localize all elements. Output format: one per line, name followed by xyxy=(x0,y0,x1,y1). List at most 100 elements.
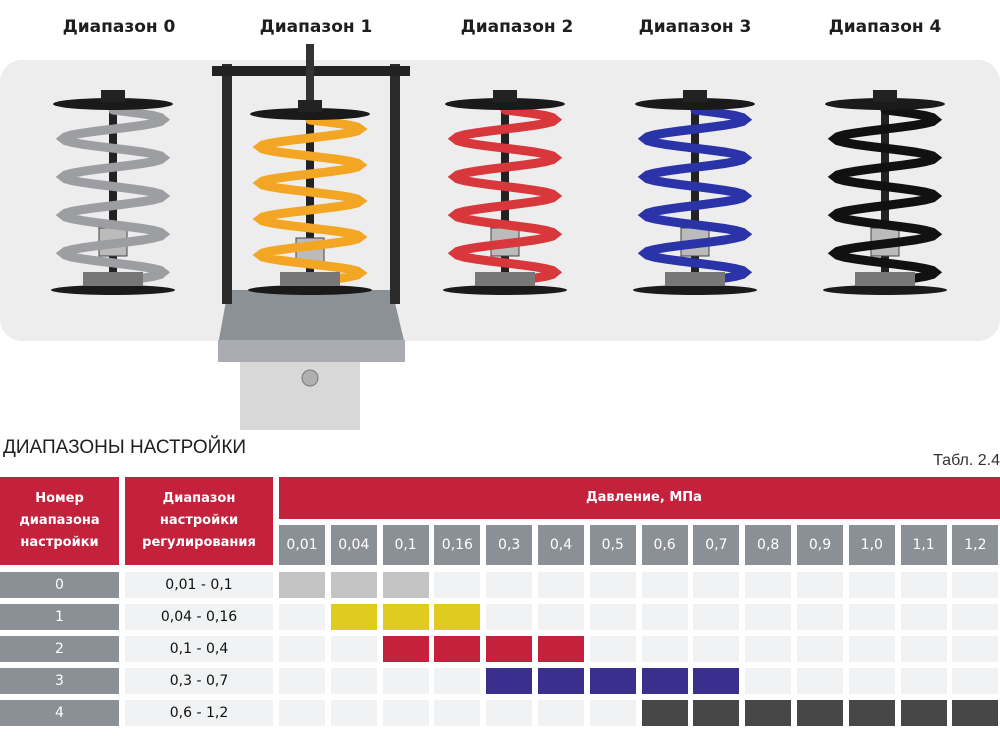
empty-cell xyxy=(641,604,688,630)
empty-cell xyxy=(589,636,636,662)
empty-cell xyxy=(745,604,792,630)
pressure-column-header: 0,01 xyxy=(279,525,325,565)
empty-cell xyxy=(900,604,947,630)
empty-cell xyxy=(848,668,895,694)
empty-cell xyxy=(434,700,481,726)
spring-label-4: Диапазон 4 xyxy=(828,17,942,37)
range-value: 0,3 - 0,7 xyxy=(125,668,273,694)
range-bar-cell xyxy=(848,700,895,726)
range-bar-cell xyxy=(434,604,481,630)
range-number: 4 xyxy=(0,700,119,726)
empty-cell xyxy=(279,636,325,662)
empty-cell xyxy=(952,572,999,598)
empty-cell xyxy=(900,572,947,598)
range-bar-cell xyxy=(330,572,377,598)
empty-cell xyxy=(486,700,533,726)
spring-label-3: Диапазон 3 xyxy=(638,17,752,37)
pressure-column-header: 1,2 xyxy=(952,525,999,565)
spring-4 xyxy=(823,90,947,295)
empty-cell xyxy=(538,572,584,598)
range-value: 0,04 - 0,16 xyxy=(125,604,273,630)
range-bar-cell xyxy=(641,700,688,726)
pressure-column-header: 0,16 xyxy=(434,525,481,565)
empty-cell xyxy=(797,604,843,630)
empty-cell xyxy=(797,668,843,694)
spring-1 xyxy=(248,100,372,295)
range-bar-cell xyxy=(745,700,792,726)
empty-cell xyxy=(693,572,740,598)
frame-rod xyxy=(222,64,232,304)
empty-cell xyxy=(641,636,688,662)
range-bar-cell xyxy=(486,636,533,662)
spring-0 xyxy=(51,90,175,295)
empty-cell xyxy=(797,636,843,662)
empty-cell xyxy=(330,636,377,662)
empty-cell xyxy=(538,700,584,726)
empty-cell xyxy=(952,636,999,662)
range-bar-cell xyxy=(538,636,584,662)
table-title: ДИАПАЗОНЫ НАСТРОЙКИ xyxy=(3,437,247,458)
empty-cell xyxy=(330,700,377,726)
empty-cell xyxy=(641,572,688,598)
spring-2 xyxy=(443,90,567,295)
frame-rod xyxy=(390,64,400,304)
spring-label-0: Диапазон 0 xyxy=(62,17,176,37)
empty-cell xyxy=(279,700,325,726)
empty-cell xyxy=(693,604,740,630)
pressure-column-header: 0,4 xyxy=(538,525,584,565)
range-bar-cell xyxy=(538,668,584,694)
empty-cell xyxy=(486,604,533,630)
empty-cell xyxy=(589,572,636,598)
pressure-column-header: 1,0 xyxy=(848,525,895,565)
range-number: 1 xyxy=(0,604,119,630)
pressure-column-header: 0,6 xyxy=(641,525,688,565)
range-bar-cell xyxy=(952,700,999,726)
empty-cell xyxy=(434,572,481,598)
empty-cell xyxy=(486,572,533,598)
range-bar-cell xyxy=(434,636,481,662)
spring-label-2: Диапазон 2 xyxy=(460,17,574,37)
range-bar-cell xyxy=(797,700,843,726)
empty-cell xyxy=(382,700,429,726)
range-number: 2 xyxy=(0,636,119,662)
spring-label-1: Диапазон 1 xyxy=(259,17,373,37)
springs-illustration xyxy=(51,44,947,430)
range-bar-cell xyxy=(641,668,688,694)
range-bar-cell xyxy=(279,572,325,598)
empty-cell xyxy=(952,668,999,694)
spring-3 xyxy=(633,90,757,295)
empty-cell xyxy=(900,668,947,694)
empty-cell xyxy=(797,572,843,598)
header-range-number: Номер диапазона настройки xyxy=(0,477,119,565)
pressure-column-header: 1,1 xyxy=(900,525,947,565)
empty-cell xyxy=(745,636,792,662)
empty-cell xyxy=(279,668,325,694)
pressure-column-header: 0,5 xyxy=(589,525,636,565)
range-bar-cell xyxy=(693,700,740,726)
empty-cell xyxy=(952,604,999,630)
pressure-column-header: 0,1 xyxy=(382,525,429,565)
empty-cell xyxy=(900,636,947,662)
pressure-column-header: 0,8 xyxy=(745,525,792,565)
table-reference: Табл. 2.4 xyxy=(933,452,1000,469)
range-number: 0 xyxy=(0,572,119,598)
pressure-column-header: 0,3 xyxy=(486,525,533,565)
empty-cell xyxy=(330,668,377,694)
pressure-column-header: 0,04 xyxy=(330,525,377,565)
range-value: 0,1 - 0,4 xyxy=(125,636,273,662)
range-bar-cell xyxy=(900,700,947,726)
range-value: 0,6 - 1,2 xyxy=(125,700,273,726)
empty-cell xyxy=(279,604,325,630)
range-bar-cell xyxy=(330,604,377,630)
range-value: 0,01 - 0,1 xyxy=(125,572,273,598)
range-bar-cell xyxy=(382,572,429,598)
pressure-column-header: 0,9 xyxy=(797,525,843,565)
range-bar-cell xyxy=(486,668,533,694)
range-bar-cell xyxy=(382,604,429,630)
pressure-column-header: 0,7 xyxy=(693,525,740,565)
empty-cell xyxy=(589,604,636,630)
header-range-setting: Диапазон настройки регулирования xyxy=(125,477,273,565)
range-number: 3 xyxy=(0,668,119,694)
empty-cell xyxy=(382,668,429,694)
empty-cell xyxy=(434,668,481,694)
